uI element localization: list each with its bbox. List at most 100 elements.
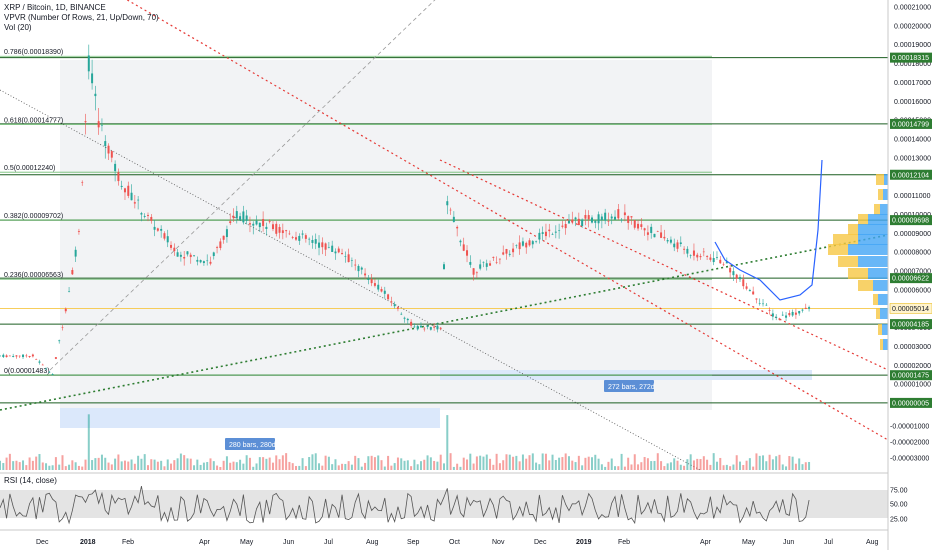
volume-bar xyxy=(393,463,396,470)
volume-bar xyxy=(84,459,87,470)
volume-bar xyxy=(173,460,176,470)
volume-bar xyxy=(117,454,120,470)
candle-body xyxy=(505,249,508,254)
candle-body xyxy=(347,254,350,263)
x-tick-label: Feb xyxy=(122,539,134,546)
volume-bar xyxy=(456,463,459,470)
candle-body xyxy=(373,283,376,286)
volume-bar xyxy=(712,453,715,470)
x-tick-label: Jun xyxy=(283,539,294,546)
volume-bar xyxy=(364,462,367,470)
volume-bar xyxy=(341,463,344,470)
x-tick-label: Jul xyxy=(324,539,333,546)
level-price-label: 0.00018315 xyxy=(892,55,929,62)
volume-bar xyxy=(281,455,284,470)
price-tick-label: 0.00020000 xyxy=(894,23,931,30)
range-box-left xyxy=(60,408,440,428)
volume-bar xyxy=(765,461,768,470)
candle-body xyxy=(640,224,643,227)
volume-bar xyxy=(360,466,363,470)
candle-body xyxy=(387,294,390,300)
candle-body xyxy=(683,248,686,250)
volume-bar xyxy=(591,457,593,470)
x-tick-label: Feb xyxy=(618,539,630,546)
candle-body xyxy=(12,356,15,357)
volume-bar xyxy=(808,461,811,470)
candle-body xyxy=(156,228,159,231)
candle-body xyxy=(202,261,205,264)
candle-body xyxy=(271,224,274,230)
volume-bar xyxy=(354,455,357,470)
volume-bar xyxy=(745,460,748,470)
candle-body xyxy=(265,226,268,229)
fib-label: 0(0.00001483) xyxy=(4,368,50,375)
volume-bar xyxy=(367,456,370,470)
candle-body xyxy=(548,229,551,232)
vpvr-up-bar xyxy=(878,189,883,200)
candle-body xyxy=(502,252,505,255)
candle-body xyxy=(341,253,344,255)
vpvr-up-bar xyxy=(828,244,848,255)
price-tick-label: 0.00003000 xyxy=(894,344,931,351)
fib-label: 0.786(0.00018390) xyxy=(4,49,63,56)
volume-bar xyxy=(617,466,620,470)
volume-bar xyxy=(301,458,304,470)
volume-bar xyxy=(150,459,153,470)
volume-bar xyxy=(8,453,11,470)
candle-body xyxy=(383,290,386,294)
volume-bar xyxy=(462,457,465,470)
candle-body xyxy=(199,260,202,263)
candle-body xyxy=(245,215,248,221)
candle-body xyxy=(475,272,478,274)
candle-body xyxy=(216,247,219,249)
last-price-tag xyxy=(889,303,932,314)
candle-body xyxy=(281,230,284,234)
candle-body xyxy=(591,217,593,223)
volume-tick-label: -0.00001000 xyxy=(890,424,929,431)
volume-bar xyxy=(495,453,498,470)
x-tick-label: Dec xyxy=(534,539,547,546)
candle-body xyxy=(663,236,666,239)
vpvr-up-bar xyxy=(876,174,884,185)
volume-bar xyxy=(413,459,416,470)
candle-body xyxy=(232,215,235,219)
volume-bar xyxy=(2,463,5,470)
candle-body xyxy=(584,215,587,219)
candle-body xyxy=(706,255,709,257)
vpvr-down-bar xyxy=(873,280,888,291)
candle-body xyxy=(364,273,367,276)
candle-body xyxy=(771,313,774,317)
volume-bar xyxy=(357,458,360,470)
rsi-band xyxy=(0,490,888,518)
volume-bar xyxy=(344,463,347,470)
candle-body xyxy=(370,279,373,284)
candle-body xyxy=(255,220,258,225)
candle-body xyxy=(673,243,676,248)
x-tick-label: 2019 xyxy=(576,539,592,546)
volume-bar xyxy=(423,459,426,470)
volume-bar xyxy=(584,457,587,470)
volume-bar xyxy=(400,458,403,470)
vpvr-up-bar xyxy=(858,214,868,225)
volume-bar xyxy=(571,460,574,470)
candle-body xyxy=(15,355,18,357)
volume-bar xyxy=(544,453,547,470)
volume-bar xyxy=(275,455,278,470)
volume-bar xyxy=(604,466,607,470)
volume-bar xyxy=(702,456,705,470)
candle-body xyxy=(51,374,54,375)
volume-bar xyxy=(521,454,524,470)
vpvr-up-bar xyxy=(880,339,883,350)
candle-body xyxy=(173,247,176,252)
vpvr-up-bar xyxy=(874,204,880,215)
candle-body xyxy=(459,240,462,243)
level-price-tag xyxy=(890,118,932,129)
candle-body xyxy=(485,263,488,267)
candle-body xyxy=(765,304,768,306)
volume-bar xyxy=(663,466,666,470)
candle-body xyxy=(669,239,672,243)
volume-bar xyxy=(640,462,643,470)
volume-bar xyxy=(419,461,422,470)
volume-bar xyxy=(775,456,778,470)
